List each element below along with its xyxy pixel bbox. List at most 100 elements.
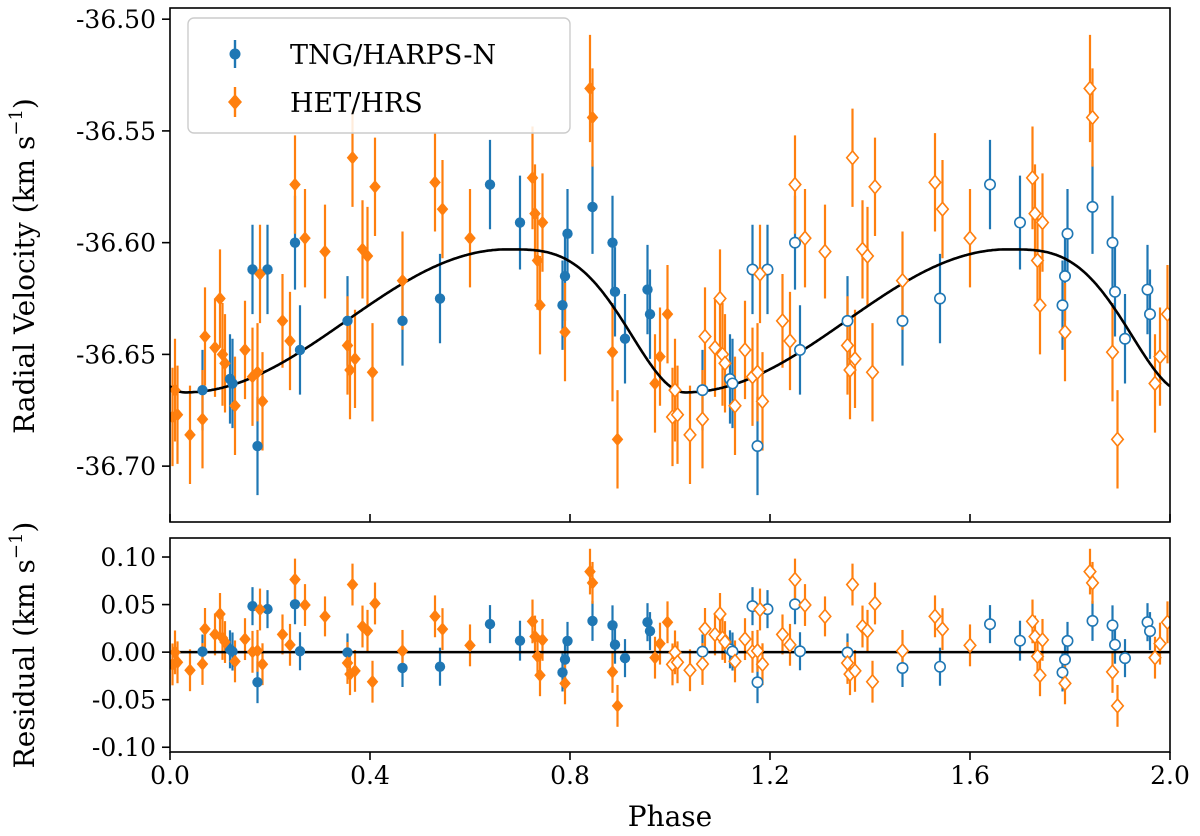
phase-xlabel: Phase — [628, 800, 713, 833]
residual-point-het — [1153, 635, 1167, 652]
rv-point-harps — [247, 264, 258, 275]
residual-point-het — [1028, 628, 1042, 645]
rv-point-harps — [557, 300, 568, 311]
residual-point-het — [683, 662, 697, 679]
legend-marker-het — [228, 87, 242, 117]
residual-point-het — [848, 662, 862, 679]
rv-point-het — [895, 272, 910, 289]
rv-point-het — [254, 267, 266, 281]
residual-point-harps — [514, 635, 526, 646]
rv-point-het — [361, 249, 374, 263]
rv-point-het — [654, 349, 666, 364]
residual-point-het — [289, 572, 301, 587]
phase-tick-labels: 0.0 0.4 0.8 1.2 1.6 2.0 — [150, 761, 1190, 790]
residual-point-harps — [793, 645, 806, 658]
residual-point-het — [170, 645, 181, 660]
residual-point-het — [1110, 697, 1125, 714]
rv-point-het — [299, 231, 311, 245]
rv-point-het — [216, 347, 229, 362]
residual-point-het — [661, 615, 674, 630]
rv-point-harps — [609, 286, 621, 298]
rv-point-harps — [1109, 285, 1122, 298]
rv-point-harps — [933, 292, 946, 305]
residual-ytick-label: -0.10 — [92, 733, 156, 762]
rv-point-het — [284, 334, 296, 348]
rv-point-harps — [289, 237, 301, 248]
rv-point-het — [1110, 431, 1125, 448]
residual-point-het — [755, 656, 770, 673]
rv-point-harps — [642, 284, 653, 295]
residual-point-het — [319, 609, 331, 624]
residual-data-points — [170, 563, 1170, 714]
residual-point-het — [860, 622, 875, 639]
residual-point-het — [1148, 649, 1162, 666]
rv-point-het — [738, 341, 752, 358]
rv-point-het — [755, 393, 770, 410]
rv-point-het — [668, 382, 682, 399]
rv-point-het — [184, 428, 196, 442]
residual-point-het — [1105, 663, 1120, 680]
rv-point-het — [196, 412, 209, 426]
residual-point-het — [728, 653, 742, 670]
rv-point-het — [1160, 306, 1170, 323]
phase-tick-label: 0.4 — [350, 761, 390, 790]
residual-point-het — [584, 564, 596, 579]
residual-point-het — [276, 627, 289, 642]
rv-point-harps — [1061, 227, 1074, 240]
phase-tick-label: 0.8 — [550, 761, 590, 790]
residual-point-het — [606, 665, 619, 679]
residual-panel-frame — [169, 537, 1171, 753]
residual-point-harps — [1086, 614, 1099, 627]
residual-point-het — [531, 649, 544, 664]
rv-point-harps — [262, 264, 273, 275]
residual-point-harps — [1109, 638, 1122, 651]
rv-point-het — [788, 176, 802, 193]
residual-point-het — [708, 626, 722, 643]
residual-point-het — [256, 657, 269, 672]
residual-point-harps — [696, 645, 709, 658]
residual-point-het — [775, 626, 790, 643]
rv-point-harps — [434, 293, 446, 304]
rv-point-het — [1025, 169, 1040, 186]
residual-point-het — [718, 634, 732, 651]
rv-point-harps — [1059, 270, 1072, 283]
residual-point-het — [341, 656, 354, 670]
residual-point-harps — [294, 646, 306, 657]
rv-point-harps — [559, 270, 571, 282]
rv-point-harps — [983, 178, 996, 191]
rv-point-harps — [644, 308, 656, 320]
rv-point-het — [170, 383, 181, 397]
rv-point-het — [698, 328, 712, 345]
rv-point-het — [928, 174, 942, 191]
rv-point-harps — [788, 236, 801, 249]
residual-point-harps — [1056, 666, 1069, 679]
rv-point-het — [239, 343, 251, 357]
rv-point-het — [1085, 109, 1100, 126]
rv-point-harps — [562, 228, 573, 239]
rv-point-het — [683, 426, 697, 443]
rv-point-harps — [896, 314, 909, 327]
residual-ytick-labels: -0.10 -0.05 0.00 0.05 0.10 — [92, 543, 156, 762]
residual-point-het — [346, 577, 359, 592]
rv-point-harps — [197, 384, 208, 396]
phase-tick-label: 2.0 — [1150, 761, 1190, 790]
rv-point-het — [436, 202, 449, 216]
residual-point-harps — [557, 667, 568, 678]
residual-ytick-label: 0.10 — [100, 543, 156, 572]
phase-tick-label: 1.6 — [950, 761, 990, 790]
residual-point-het — [788, 571, 802, 588]
rv-point-het — [1035, 214, 1050, 231]
rv-point-het — [718, 355, 732, 372]
residual-point-harps — [562, 635, 573, 647]
rv-point-het — [670, 406, 685, 423]
rv-point-het — [1153, 348, 1167, 365]
residual-point-het — [1035, 631, 1050, 648]
residual-point-het — [868, 595, 882, 612]
rv-point-het — [1058, 324, 1072, 341]
rv-point-het — [396, 273, 409, 288]
residual-ytick-label: -0.05 — [92, 686, 156, 715]
rv-point-het — [611, 432, 624, 447]
residual-point-harps — [197, 646, 208, 657]
residual-point-het — [184, 663, 196, 678]
rv-point-het — [606, 345, 619, 359]
